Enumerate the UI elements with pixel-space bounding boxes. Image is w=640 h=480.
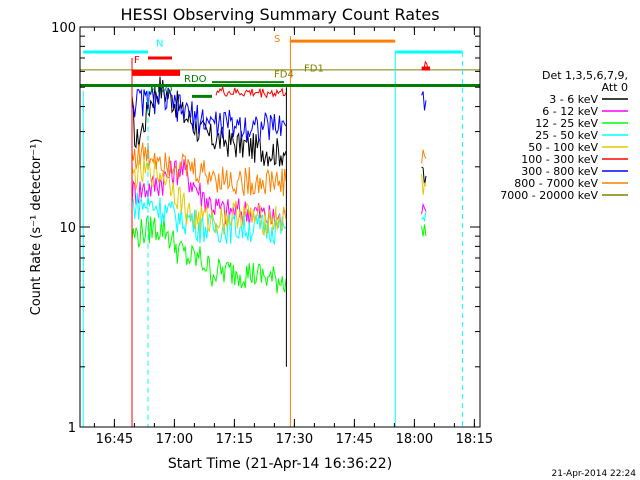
legend-header: Att 0 [602,81,628,94]
legend-entry-label: 100 - 300 keV [521,153,598,166]
legend-entry-label: 6 - 12 keV [542,105,598,118]
legend-header: Det 1,3,5,6,7,9, [542,69,628,82]
x-tick-label: 18:00 [396,432,433,447]
x-tick-label: 17:00 [156,432,193,447]
series-layer [80,36,480,427]
series-line-segment2 [421,91,427,111]
x-tick-label: 17:15 [216,432,253,447]
legend-entry-label: 12 - 25 keV [535,117,598,130]
legend-entry-label: 300 - 800 keV [521,165,598,178]
legend-entry-label: 800 - 7000 keV [514,177,598,190]
series-line-segment2 [423,60,429,69]
series-line [131,192,287,246]
series-line-segment2 [421,224,427,237]
annotation-label: FD1 [304,63,324,74]
y-tick-label: 10 [59,221,76,236]
series-line-segment2 [421,149,427,164]
x-tick-label: 17:45 [336,432,373,447]
x-tick-label: 18:15 [456,432,493,447]
annotation-label: RDO [184,74,207,85]
series-line-segment2 [421,173,427,196]
chart-title: HESSI Observing Summary Count Rates [120,5,439,24]
series-line [131,158,287,237]
annotation-layer: N F S RDO RDO FD4 FD1 [134,34,324,95]
footer-timestamp: 21-Apr-2014 22:24 [552,469,637,479]
series-line-segment2 [421,202,427,215]
y-tick-label: 1 [68,421,76,436]
series-line [131,142,287,197]
y-tick-label: 100 [51,21,76,36]
series-line-segment2 [421,211,427,223]
annotation-label: RDO [150,85,173,96]
series-line [215,85,287,99]
annotation-label: F [134,55,140,66]
x-tick-label: 17:30 [276,432,313,447]
legend-entry-label: 3 - 6 keV [549,93,598,106]
x-axis-label: Start Time (21-Apr-14 16:36:22) [168,456,392,472]
annotation-label: FD4 [274,69,294,80]
legend-entry-label: 50 - 100 keV [528,141,598,154]
annotation-label: N [156,38,163,49]
axis-layer: 16:45 17:00 17:15 17:30 17:45 18:00 18:15 1 10 10… [51,21,493,447]
legend-entry-label: 25 - 50 keV [535,129,598,142]
series-line [131,215,287,294]
series-line [131,85,287,143]
annotation-label: S [274,34,280,45]
series-line [131,76,287,167]
series-line-segment2 [421,166,427,186]
x-tick-label: 16:45 [96,432,133,447]
y-axis-label: Count Rate (s⁻¹ detector⁻¹) [29,139,44,316]
legend-entry-label: 7000 - 20000 keV [500,189,598,202]
